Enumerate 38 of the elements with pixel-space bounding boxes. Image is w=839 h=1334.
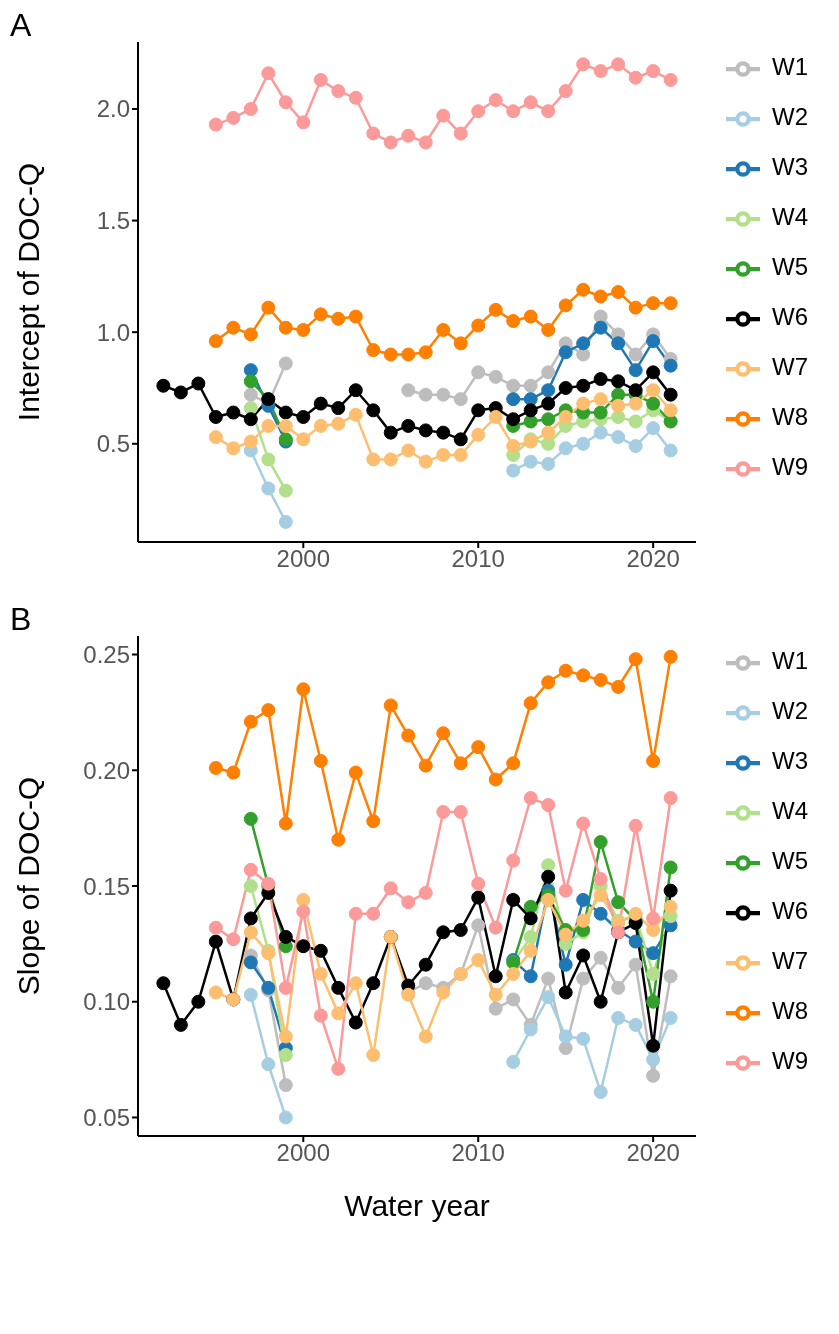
legend-label: W6 [772, 897, 808, 924]
y-tick-label: 2.0 [96, 95, 130, 123]
chart-title: A [9, 7, 33, 43]
legend-label: W5 [772, 253, 808, 280]
x-tick-label: 2010 [451, 1139, 505, 1167]
legend-label: W9 [772, 453, 808, 480]
legend-label: W2 [772, 103, 808, 130]
y-axis-title: Slope of DOC-Q [11, 776, 45, 996]
y-tick-label: 1.5 [96, 207, 130, 235]
y-tick-label: 1.0 [96, 318, 130, 346]
x-tick-label: 2020 [626, 1139, 680, 1167]
legend-label: W3 [772, 153, 808, 180]
legend-label: W9 [772, 1047, 808, 1074]
chart-title: B [9, 601, 33, 637]
legend-label: W1 [772, 53, 808, 80]
legend-label: W7 [772, 353, 808, 380]
legend-label: W6 [772, 303, 808, 330]
x-tick-label: 2000 [276, 545, 330, 573]
x-tick-label: 2010 [451, 545, 505, 573]
legend-label: W2 [772, 697, 808, 724]
y-tick-label: 0.05 [83, 1104, 130, 1131]
y-axis-title: Intercept of DOC-Q [11, 162, 45, 422]
y-tick-label: 0.15 [83, 872, 130, 900]
x-axis-title: Water year [344, 1189, 490, 1222]
legend-label: W5 [772, 847, 808, 874]
legend-label: W8 [772, 997, 808, 1024]
y-tick-label: 0.20 [83, 756, 130, 784]
legend-label: W4 [772, 203, 808, 230]
y-tick-label: 0.5 [96, 430, 130, 458]
y-tick-label: 0.25 [83, 641, 130, 669]
legend-label: W1 [772, 647, 808, 674]
legend-label: W7 [772, 947, 808, 974]
x-tick-label: 2000 [276, 1139, 330, 1167]
y-tick-label: 0.10 [83, 988, 130, 1016]
legend-label: W4 [772, 797, 808, 824]
x-tick-label: 2020 [626, 545, 680, 573]
legend-label: W8 [772, 403, 808, 430]
legend-label: W3 [772, 747, 808, 774]
